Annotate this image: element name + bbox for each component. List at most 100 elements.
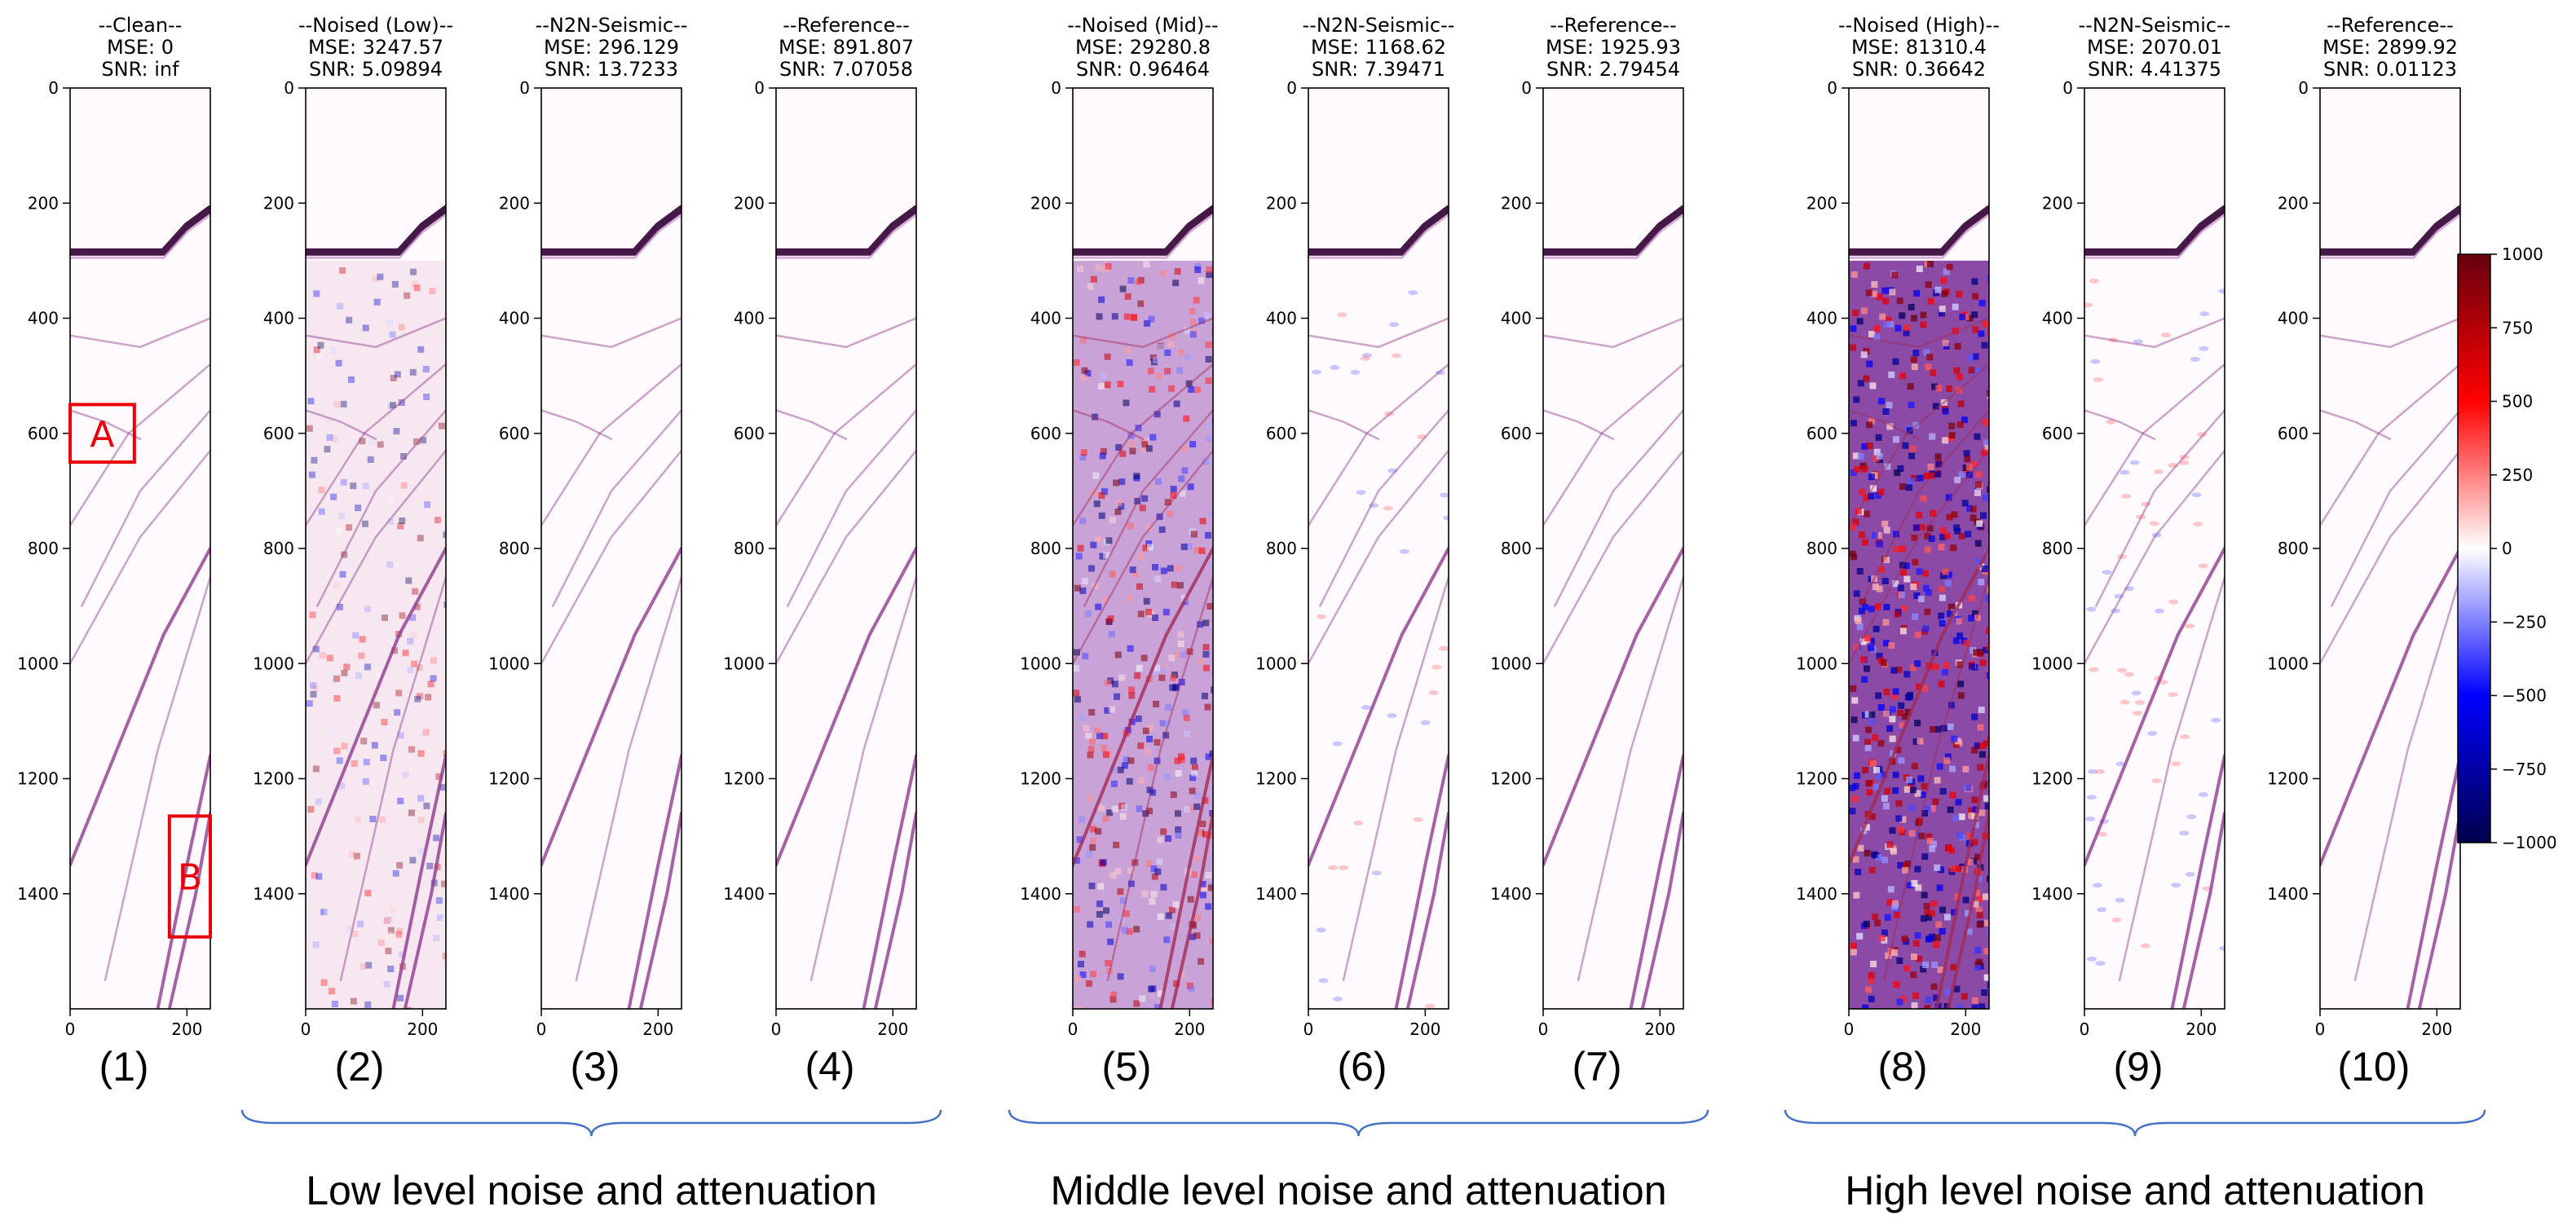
noise-speck [1913,592,1921,599]
residual-blob [2133,711,2142,716]
noise-speck [1109,706,1115,713]
noise-speck [340,478,347,486]
noise-speck [417,346,425,353]
noise-speck [1171,581,1178,588]
noise-speck [1204,703,1211,711]
colorbar-tick-label: −750 [2502,759,2547,779]
noise-speck [1170,486,1177,493]
y-tick-label: 1000 [2267,654,2309,673]
noise-speck [1199,892,1206,899]
noise-speck [362,778,369,785]
noise-speck [1202,619,1210,627]
noise-speck [371,742,378,749]
y-tick-label: 800 [2278,539,2309,558]
noise-speck [1118,478,1126,486]
noise-speck [1109,872,1117,879]
residual-blob [2124,671,2134,677]
seafloor-reflector [2320,205,2460,256]
noise-speck [1126,359,1133,366]
noise-speck [417,693,424,700]
noise-speck [1129,566,1136,574]
seafloor-ghost [306,214,446,259]
noise-speck [1889,288,1896,296]
noise-speck [1123,399,1130,407]
noise-speck [1926,935,1934,942]
reflector-line [1083,409,1213,607]
noise-speck [1856,318,1864,325]
noise-speck [1141,441,1149,448]
noise-speck [1855,618,1862,625]
noise-speck [1175,826,1182,833]
noise-speck [385,948,392,954]
noise-speck [1943,662,1950,669]
seafloor-ghost [70,214,210,259]
noise-speck [340,400,347,407]
seafloor-ghost [541,214,681,259]
noise-speck [1888,371,1895,378]
noise-speck [1131,314,1137,321]
reflector-line [2320,449,2460,665]
noise-speck [1869,382,1877,390]
panel-mse: MSE: 2899.92 [2322,36,2458,59]
noise-speck [1146,808,1153,815]
noise-speck [1914,790,1921,797]
noise-speck [1190,531,1198,538]
noise-speck [1877,740,1885,747]
noise-speck [1974,742,1981,750]
noise-speck [412,588,419,595]
noise-speck [1074,696,1081,703]
noise-speck [1937,966,1944,974]
noise-speck [1971,746,1978,754]
noise-speck [382,614,388,621]
noise-speck [1910,971,1917,979]
noise-speck [1892,358,1899,365]
noise-speck [1986,644,1989,651]
noise-speck [1109,517,1116,524]
noise-speck [1899,722,1905,729]
noise-speck [1197,657,1204,664]
noise-speck [1883,321,1890,328]
noise-speck [1098,383,1105,390]
noise-speck [1909,445,1917,452]
noise-speck [1938,680,1945,688]
noise-speck [1893,545,1900,553]
noise-speck [1927,297,1934,305]
noise-speck [1979,751,1986,758]
noise-speck [1945,571,1952,579]
seafloor-reflector [1543,205,1683,256]
noise-speck [1191,764,1198,771]
y-tick-label: 600 [2278,424,2309,443]
noise-speck [1850,942,1857,949]
noise-speck [1849,808,1856,815]
noise-speck [1089,844,1096,851]
noise-speck [1976,921,1983,928]
noise-speck [1163,936,1171,944]
noise-speck [1970,857,1978,865]
noise-speck [417,795,425,802]
residual-blob [2199,346,2209,351]
noise-speck [1868,605,1875,613]
noise-speck [377,940,385,947]
noise-speck [1852,734,1859,742]
noise-speck [1850,325,1857,332]
y-tick-label: 800 [1501,539,1532,558]
noise-speck [1941,669,1948,676]
panel-title: --Reference-- [783,14,910,37]
noise-speck [1940,277,1947,284]
noise-speck [1878,935,1886,942]
reflector-line [81,409,210,607]
noise-speck [1079,715,1087,722]
noise-speck [1903,329,1910,337]
residual-blob [2093,883,2102,888]
noise-speck [389,906,396,913]
seafloor-reflector [776,205,916,256]
noise-speck [1113,841,1120,848]
panel-mse: MSE: 0 [107,36,174,59]
noise-speck [1875,854,1882,861]
noise-speck [1849,550,1856,557]
noise-speck [1980,512,1987,519]
noise-speck [331,1001,338,1007]
noise-speck [1170,791,1177,799]
residual-blob [1389,322,1399,328]
